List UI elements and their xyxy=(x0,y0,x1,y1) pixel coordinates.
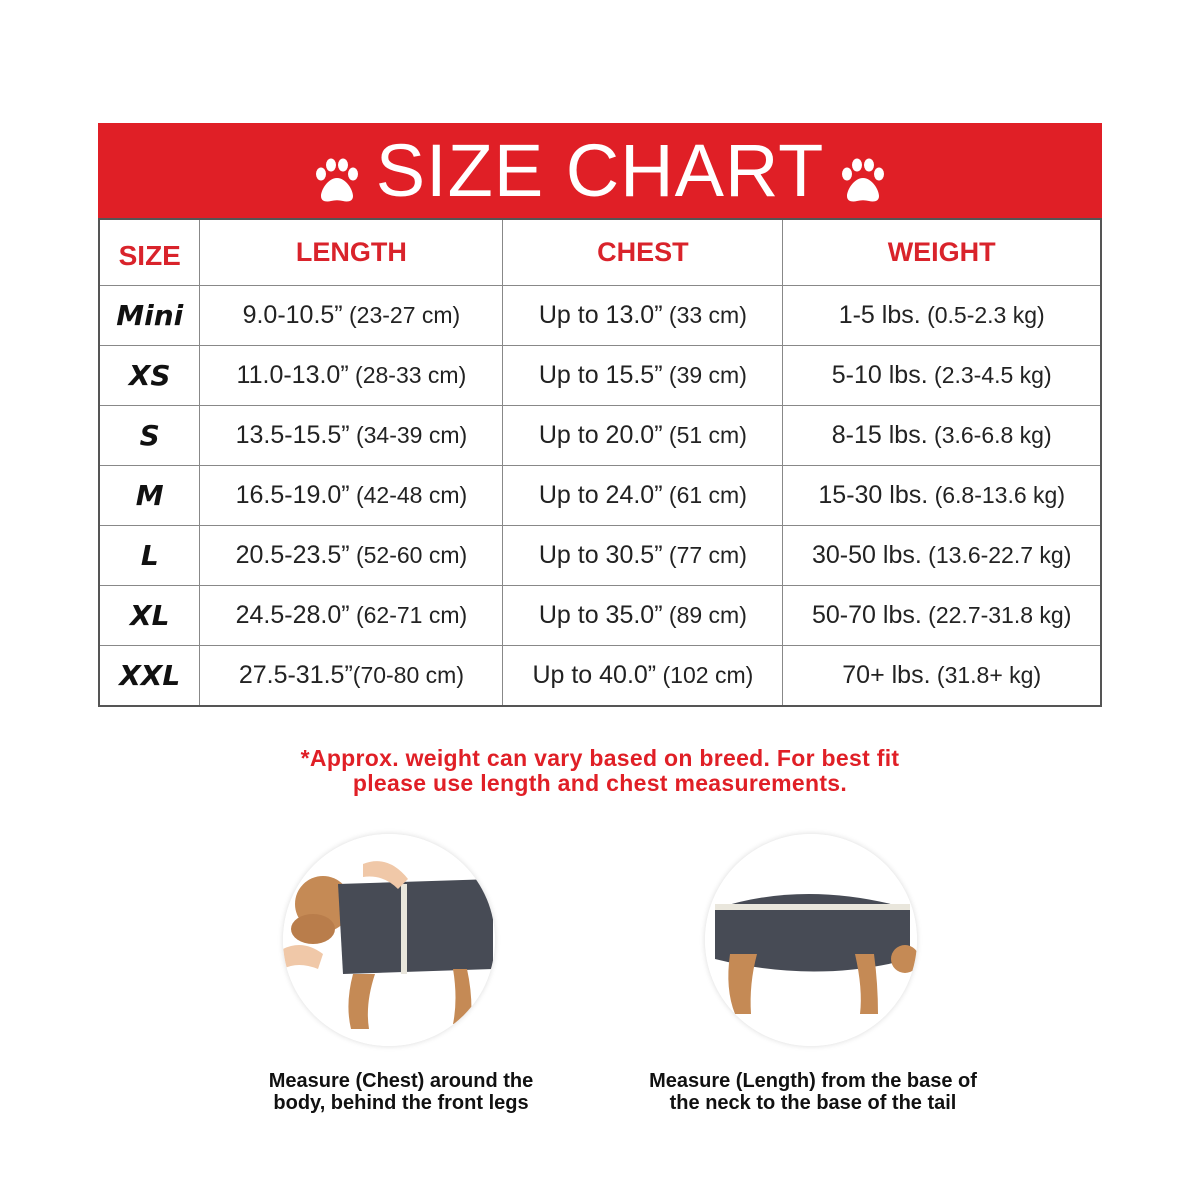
chest-cell: Up to 40.0” (102 cm) xyxy=(502,645,784,707)
length-cell: 13.5-15.5” (34-39 cm) xyxy=(199,405,504,466)
length-inches: 13.5-15.5” xyxy=(235,421,350,449)
weight-kg: (13.6-22.7 kg) xyxy=(921,542,1072,568)
length-cell: 27.5-31.5”(70-80 cm) xyxy=(199,645,504,707)
caption-line: the neck to the base of the tail xyxy=(669,1092,957,1114)
length-cm: (52-60 cm) xyxy=(349,542,468,568)
length-measure-photo xyxy=(705,834,917,1046)
chest-cell: Up to 30.5” (77 cm) xyxy=(502,525,784,586)
size-table: SIZE LENGTH CHEST WEIGHT Mini 9.0-10.5” (… xyxy=(98,218,1102,707)
length-measure-caption: Measure (Length) from the base of the ne… xyxy=(633,1070,993,1114)
weight-cell: 8-15 lbs. (3.6-6.8 kg) xyxy=(782,405,1102,466)
length-inches: 11.0-13.0” xyxy=(236,361,349,389)
table-row: S 13.5-15.5” (34-39 cm) Up to 20.0” (51 cm… xyxy=(98,405,1102,466)
length-inches: 24.5-28.0” xyxy=(235,601,350,629)
length-cm: (23-27 cm) xyxy=(342,302,461,328)
table-row: XS 11.0-13.0” (28-33 cm) Up to 15.5” (39 c… xyxy=(98,345,1102,406)
weight-kg: (6.8-13.6 kg) xyxy=(928,482,1065,508)
weight-lbs: 15-30 lbs. xyxy=(818,481,929,509)
caption-line: body, behind the front legs xyxy=(273,1092,529,1114)
chest-inches: Up to 30.5” xyxy=(538,541,663,569)
length-cell: 16.5-19.0” (42-48 cm) xyxy=(199,465,504,526)
chest-measure-photo xyxy=(283,834,495,1046)
weight-cell: 15-30 lbs. (6.8-13.6 kg) xyxy=(782,465,1102,526)
chest-inches: Up to 40.0” xyxy=(532,661,657,689)
weight-cell: 50-70 lbs. (22.7-31.8 kg) xyxy=(782,585,1102,646)
length-cm: (62-71 cm) xyxy=(349,602,468,628)
weight-lbs: 50-70 lbs. xyxy=(812,601,922,629)
length-inches: 27.5-31.5” xyxy=(238,661,353,689)
chest-inches: Up to 24.0” xyxy=(538,481,663,509)
title-banner: SIZE CHART xyxy=(98,123,1102,218)
table-row: L 20.5-23.5” (52-60 cm) Up to 30.5” (77 cm… xyxy=(98,525,1102,586)
chest-inches: Up to 13.0” xyxy=(538,301,663,329)
table-row: M 16.5-19.0” (42-48 cm) Up to 24.0” (61 cm… xyxy=(98,465,1102,526)
column-header-length: LENGTH xyxy=(199,218,504,286)
weight-cell: 70+ lbs. (31.8+ kg) xyxy=(782,645,1102,707)
chest-measure-caption: Measure (Chest) around the body, behind … xyxy=(221,1070,581,1114)
chest-cell: Up to 35.0” (89 cm) xyxy=(502,585,784,646)
paw-icon xyxy=(842,158,885,201)
weight-lbs: 8-15 lbs. xyxy=(831,421,928,449)
caption-line: Measure (Chest) around the xyxy=(268,1070,534,1092)
length-cell: 11.0-13.0” (28-33 cm) xyxy=(199,345,504,406)
size-cell: XL xyxy=(98,585,201,646)
weight-kg: (0.5-2.3 kg) xyxy=(920,302,1045,328)
length-cm: (70-80 cm) xyxy=(352,662,464,688)
weight-cell: 30-50 lbs. (13.6-22.7 kg) xyxy=(782,525,1102,586)
length-inches: 16.5-19.0” xyxy=(235,481,350,509)
page-title: SIZE CHART xyxy=(375,129,825,212)
chest-cm: (39 cm) xyxy=(662,362,747,388)
weight-kg: (2.3-4.5 kg) xyxy=(927,362,1052,388)
chest-cm: (77 cm) xyxy=(662,542,747,568)
weight-lbs: 30-50 lbs. xyxy=(812,541,922,569)
chest-cm: (89 cm) xyxy=(662,602,747,628)
chest-inches: Up to 20.0” xyxy=(538,421,663,449)
table-row: XXL 27.5-31.5”(70-80 cm) Up to 40.0” (102 … xyxy=(98,645,1102,707)
chest-cm: (33 cm) xyxy=(662,302,747,328)
paw-icon xyxy=(315,158,358,201)
size-cell: S xyxy=(98,405,201,466)
size-cell: Mini xyxy=(98,285,201,346)
fit-note: *Approx. weight can vary based on breed.… xyxy=(0,746,1200,796)
length-cm: (34-39 cm) xyxy=(349,422,468,448)
weight-kg: (31.8+ kg) xyxy=(930,662,1042,688)
weight-cell: 1-5 lbs. (0.5-2.3 kg) xyxy=(782,285,1102,346)
table-row: XL 24.5-28.0” (62-71 cm) Up to 35.0” (89 c… xyxy=(98,585,1102,646)
length-cell: 9.0-10.5” (23-27 cm) xyxy=(199,285,504,346)
chest-inches: Up to 35.0” xyxy=(538,601,663,629)
length-cm: (42-48 cm) xyxy=(349,482,468,508)
chest-cm: (51 cm) xyxy=(662,422,747,448)
chest-cm: (61 cm) xyxy=(662,482,747,508)
fit-note-line: *Approx. weight can vary based on breed.… xyxy=(300,745,900,771)
column-header-size: SIZE xyxy=(98,218,201,286)
chest-cell: Up to 20.0” (51 cm) xyxy=(502,405,784,466)
length-cm: (28-33 cm) xyxy=(348,362,467,388)
chest-cell: Up to 13.0” (33 cm) xyxy=(502,285,784,346)
weight-kg: (22.7-31.8 kg) xyxy=(921,602,1072,628)
column-header-weight: WEIGHT xyxy=(782,218,1102,286)
chest-cell: Up to 24.0” (61 cm) xyxy=(502,465,784,526)
chest-inches: Up to 15.5” xyxy=(538,361,663,389)
weight-lbs: 70+ lbs. xyxy=(842,661,931,689)
size-cell: L xyxy=(98,525,201,586)
size-cell: M xyxy=(98,465,201,526)
length-cell: 24.5-28.0” (62-71 cm) xyxy=(199,585,504,646)
weight-cell: 5-10 lbs. (2.3-4.5 kg) xyxy=(782,345,1102,406)
column-header-chest: CHEST xyxy=(502,218,784,286)
weight-lbs: 5-10 lbs. xyxy=(831,361,928,389)
size-cell: XXL xyxy=(98,645,201,707)
length-cell: 20.5-23.5” (52-60 cm) xyxy=(199,525,504,586)
length-inches: 20.5-23.5” xyxy=(235,541,350,569)
length-inches: 9.0-10.5” xyxy=(242,301,343,329)
caption-line: Measure (Length) from the base of xyxy=(649,1070,977,1092)
size-cell: XS xyxy=(98,345,201,406)
chest-cell: Up to 15.5” (39 cm) xyxy=(502,345,784,406)
table-row: Mini 9.0-10.5” (23-27 cm) Up to 13.0” (33 … xyxy=(98,285,1102,346)
weight-lbs: 1-5 lbs. xyxy=(838,301,921,329)
header-row: SIZE LENGTH CHEST WEIGHT xyxy=(98,218,1102,286)
fit-note-line: please use length and chest measurements… xyxy=(352,770,848,796)
chest-cm: (102 cm) xyxy=(656,662,754,688)
weight-kg: (3.6-6.8 kg) xyxy=(927,422,1052,448)
